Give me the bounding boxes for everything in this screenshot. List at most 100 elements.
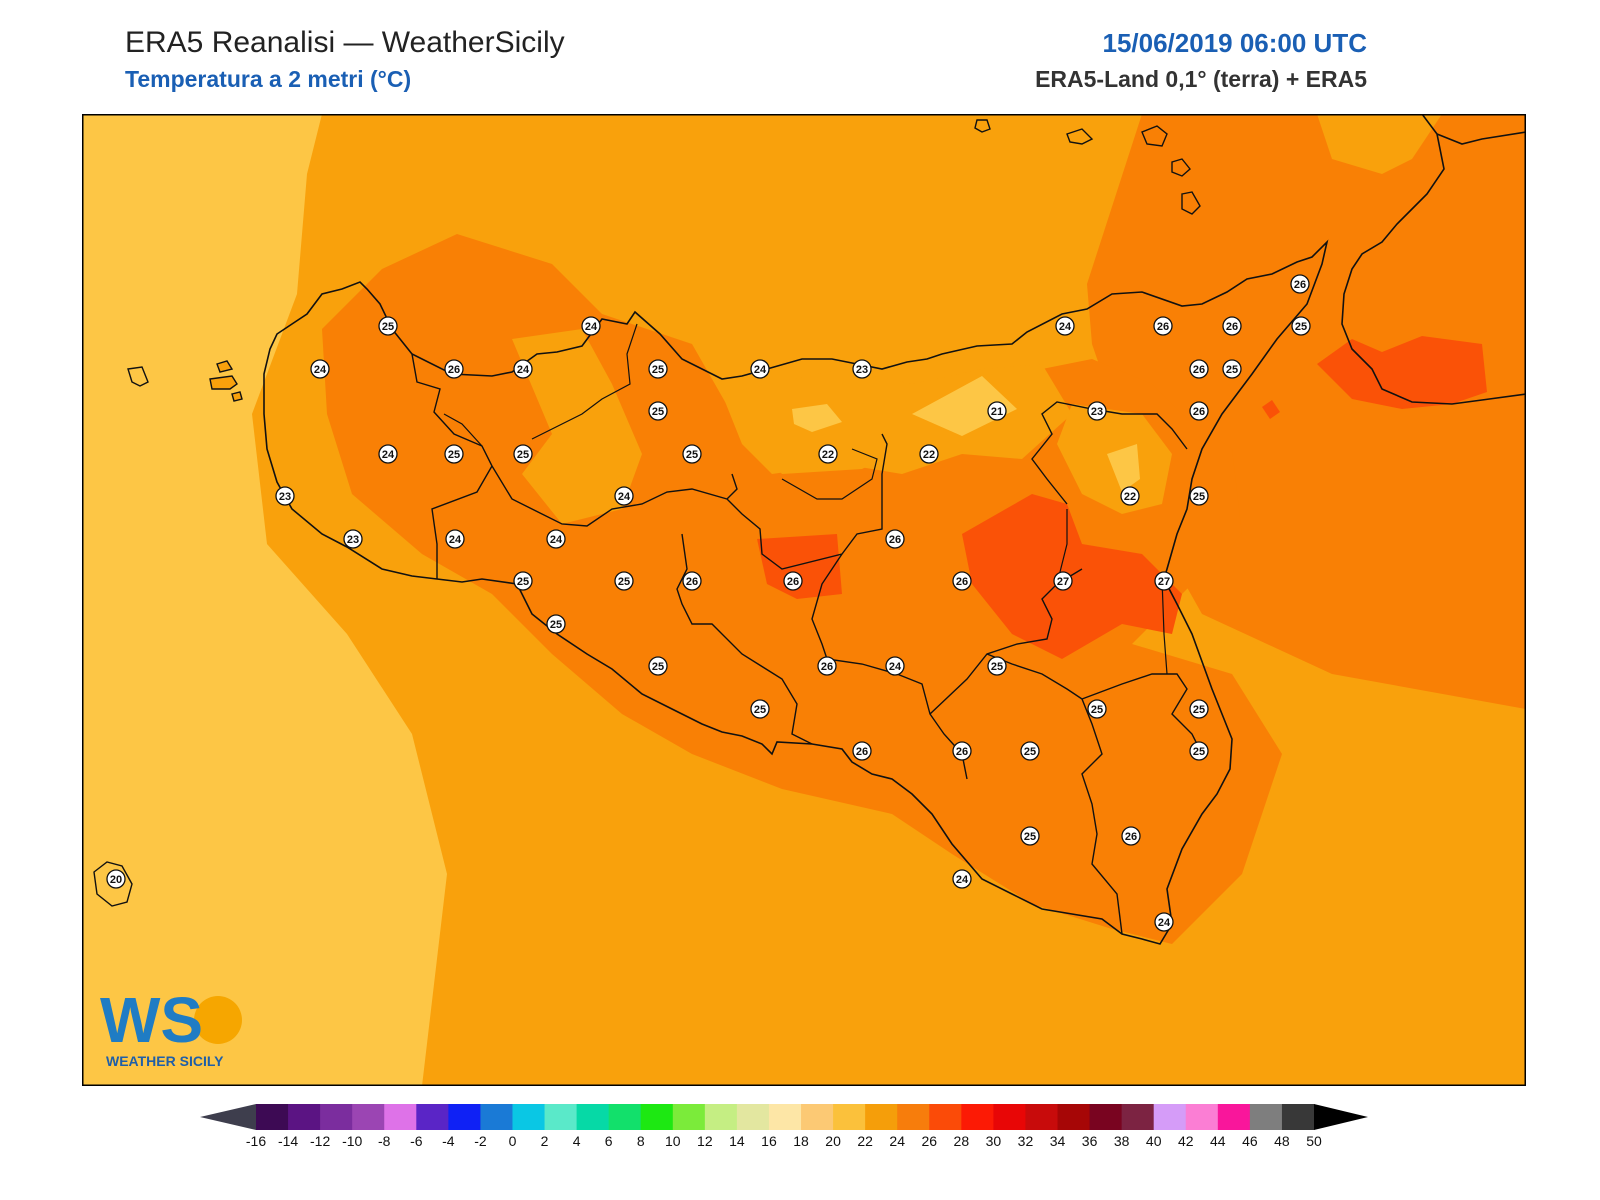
legend-tick-label: 16 [761,1133,777,1149]
legend-swatch [416,1104,449,1130]
legend-swatch [833,1104,866,1130]
station-marker: 25 [1189,741,1209,761]
station-circle [1189,359,1209,379]
legend-tick-label: 48 [1274,1133,1290,1149]
station-circle [1154,912,1174,932]
station-circle [275,486,295,506]
station-marker: 26 [885,529,905,549]
legend-tick-label: 8 [637,1133,645,1149]
station-value: 24 [550,534,563,546]
station-marker: 25 [1087,699,1107,719]
station-circle [378,316,398,336]
legend-tick-label: 4 [573,1133,581,1149]
station-marker: 25 [1222,359,1242,379]
station-circle [885,656,905,676]
station-circle [682,444,702,464]
legend-swatch [929,1104,962,1130]
station-value: 25 [991,661,1003,673]
legend-swatch [1121,1104,1155,1130]
ustica-island [127,366,149,387]
map-frame [82,114,1526,1086]
station-circle [1189,699,1209,719]
station-marker: 24 [1055,316,1075,336]
station-value: 25 [517,576,529,588]
legend-swatch [1057,1104,1091,1130]
legend-swatch [640,1104,674,1130]
station-circle [310,359,330,379]
station-circle [1087,401,1107,421]
station-value: 25 [1193,491,1205,503]
legend-tick-label: -10 [342,1133,362,1149]
station-value: 25 [448,449,460,461]
station-marker: 24 [581,316,601,336]
legend-swatch [256,1104,289,1130]
station-value: 24 [889,661,902,673]
station-circle [378,444,398,464]
station-marker: 24 [513,359,533,379]
legend-tick-label: -8 [378,1133,391,1149]
legend-tick-label: 46 [1242,1133,1258,1149]
hot-zone-calabria [1317,336,1487,409]
station-marker: 23 [275,486,295,506]
station-value: 24 [382,449,395,461]
station-value: 26 [1294,279,1306,291]
data-source: ERA5-Land 0,1° (terra) + ERA5 [1035,66,1367,92]
legend-tick-labels: -16 -14 -12 -10 -8 -6 -4 -2 0 2 4 6 8 10 12 14 16 18 20 22 2… [246,1133,1322,1149]
legend-tick-label: -2 [474,1133,487,1149]
legend-swatch [320,1104,353,1130]
station-marker: 25 [750,699,770,719]
legend-swatch [1249,1104,1283,1130]
calabria-coastline [1341,114,1526,405]
weather-sicily-logo: WS WEATHER SICILY [100,984,242,1069]
station-marker: 26 [1121,826,1141,846]
map-datetime: 15/06/2019 06:00 UTC [1102,28,1367,58]
station-marker: 24 [750,359,770,379]
station-marker: 26 [852,741,872,761]
station-marker: 26 [952,571,972,591]
station-circle [1189,741,1209,761]
station-marker: 26 [1189,401,1209,421]
station-marker: 26 [1153,316,1173,336]
legend-tick-label: 34 [1050,1133,1066,1149]
station-circle [1153,316,1173,336]
legend-swatch [608,1104,642,1130]
station-value: 26 [787,576,799,588]
station-value: 21 [991,406,1003,418]
station-marker: 26 [783,571,803,591]
station-circle [648,359,668,379]
station-marker: 25 [546,614,566,634]
legend-tick-label: 28 [954,1133,970,1149]
station-circle [987,401,1007,421]
station-marker: 25 [1189,486,1209,506]
station-circle [648,656,668,676]
station-value: 24 [449,534,462,546]
station-marker: 27 [1053,571,1073,591]
station-marker: 25 [648,359,668,379]
station-value: 25 [1226,364,1238,376]
legend-tick-label: -12 [310,1133,330,1149]
station-value: 25 [754,704,766,716]
station-value: 26 [686,576,698,588]
station-value: 25 [1024,831,1036,843]
legend-swatch [288,1104,321,1130]
station-marker: 24 [378,444,398,464]
station-marker: 23 [1087,401,1107,421]
legend-swatch [768,1104,802,1130]
station-marker: 20 [106,869,126,889]
station-circle [1290,274,1310,294]
legend-swatch [448,1104,481,1130]
aeolian-islands [974,119,1201,215]
station-value: 22 [1124,491,1136,503]
land-cool-spot-1 [792,404,842,432]
station-marker: 25 [378,316,398,336]
station-value: 26 [856,746,868,758]
station-value: 24 [956,874,969,886]
station-marker: 24 [885,656,905,676]
inner-boundaries [443,323,1168,675]
station-circle [919,444,939,464]
legend-tick-label: 18 [793,1133,809,1149]
station-markers: 25 24 24 26 24 25 24 23 23 21 24 26 26 25 26 25 24 25 25 25… [106,274,1311,932]
legend-swatch [576,1104,610,1130]
station-circle [1222,316,1242,336]
station-circle [648,401,668,421]
